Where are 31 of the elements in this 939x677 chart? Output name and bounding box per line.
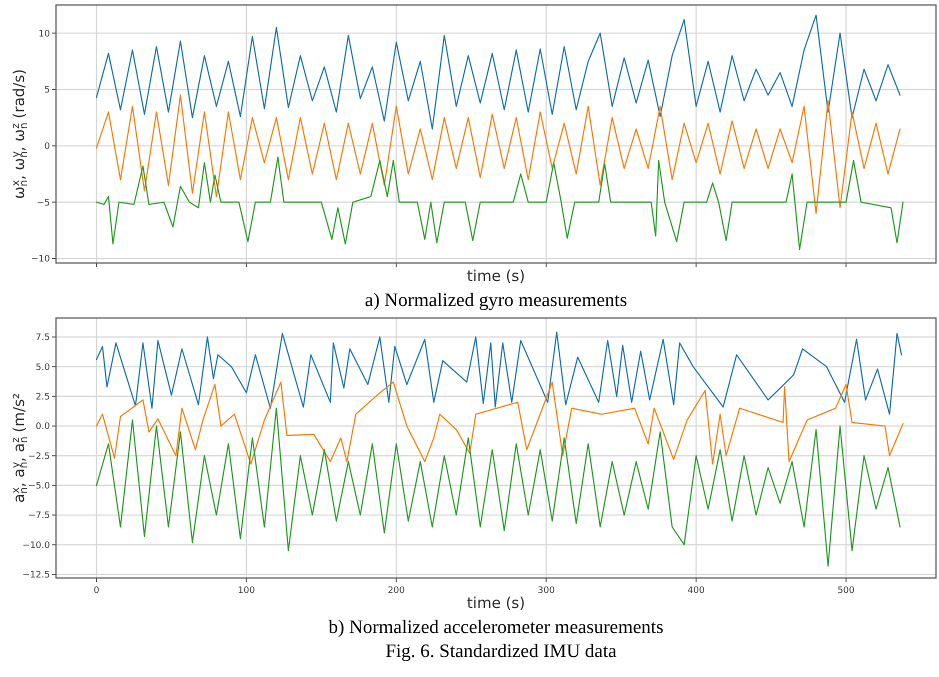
y-tick-label: 0.0 <box>36 422 50 432</box>
y-tick-label: −10.0 <box>22 540 50 551</box>
y-tick-label: −5.0 <box>28 482 50 492</box>
line-series <box>96 14 901 130</box>
text: b) Normalized accelerometer measurements <box>328 617 664 638</box>
x-tick-label: 100 <box>238 586 256 596</box>
line-series <box>96 382 904 465</box>
y-tick-label: 7.5 <box>36 333 50 344</box>
line-series <box>96 332 902 415</box>
x-axis-title: time (s) <box>466 594 526 612</box>
x-tick-label: 300 <box>538 586 556 596</box>
y-tick-label: 5 <box>44 86 50 96</box>
line-series <box>96 156 904 250</box>
line-series <box>96 94 901 214</box>
y-tick-label: 10 <box>38 29 50 40</box>
x-tick-label: 400 <box>688 586 705 596</box>
y-tick-label: 0 <box>44 142 50 152</box>
x-axis-title: time (s) <box>466 267 526 285</box>
x-tick-label: 0 <box>94 586 100 596</box>
caption: Fig. 6. Standardized IMU data <box>385 641 618 662</box>
y-tick-label: 5.0 <box>36 362 50 373</box>
x-tick-label: 500 <box>837 586 855 596</box>
y-tick-label: −10 <box>31 254 50 265</box>
text: a) Normalized gyro measurements <box>364 290 628 311</box>
y-tick-label: −2.5 <box>28 452 50 462</box>
y-tick-label: −5 <box>36 198 50 208</box>
y-tick-label: 2.5 <box>36 392 50 403</box>
y-tick-label: −7.5 <box>28 511 50 522</box>
x-tick-label: 200 <box>388 586 406 596</box>
line-series <box>96 408 901 567</box>
y-tick-label: −12.5 <box>22 570 50 581</box>
